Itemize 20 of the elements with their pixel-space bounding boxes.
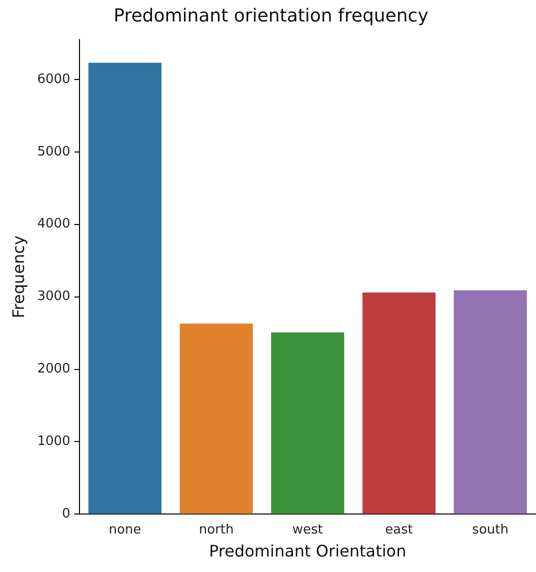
x-tick-label: west bbox=[292, 522, 323, 538]
bar bbox=[454, 290, 527, 514]
bar bbox=[180, 324, 253, 514]
bar bbox=[362, 292, 436, 514]
y-tick-label: 4000 bbox=[37, 216, 70, 232]
y-tick-label: 3000 bbox=[37, 289, 70, 304]
bar bbox=[271, 332, 344, 514]
y-tick-label: 2000 bbox=[37, 362, 70, 377]
x-tick-label: none bbox=[108, 522, 142, 538]
x-tick-label: south bbox=[472, 522, 508, 538]
y-tick-label: 0 bbox=[62, 506, 70, 522]
x-tick-label: east bbox=[385, 522, 413, 538]
y-tick-label: 1000 bbox=[37, 434, 70, 450]
chart-title: Predominant orientation frequency bbox=[114, 5, 429, 26]
y-axis-title: Frequency bbox=[8, 236, 28, 318]
bar bbox=[88, 62, 162, 514]
x-axis-title: Predominant Orientation bbox=[209, 542, 406, 561]
y-tick-label: 6000 bbox=[37, 72, 70, 87]
x-tick-label: north bbox=[198, 522, 234, 538]
y-tick-label: 5000 bbox=[37, 144, 70, 160]
